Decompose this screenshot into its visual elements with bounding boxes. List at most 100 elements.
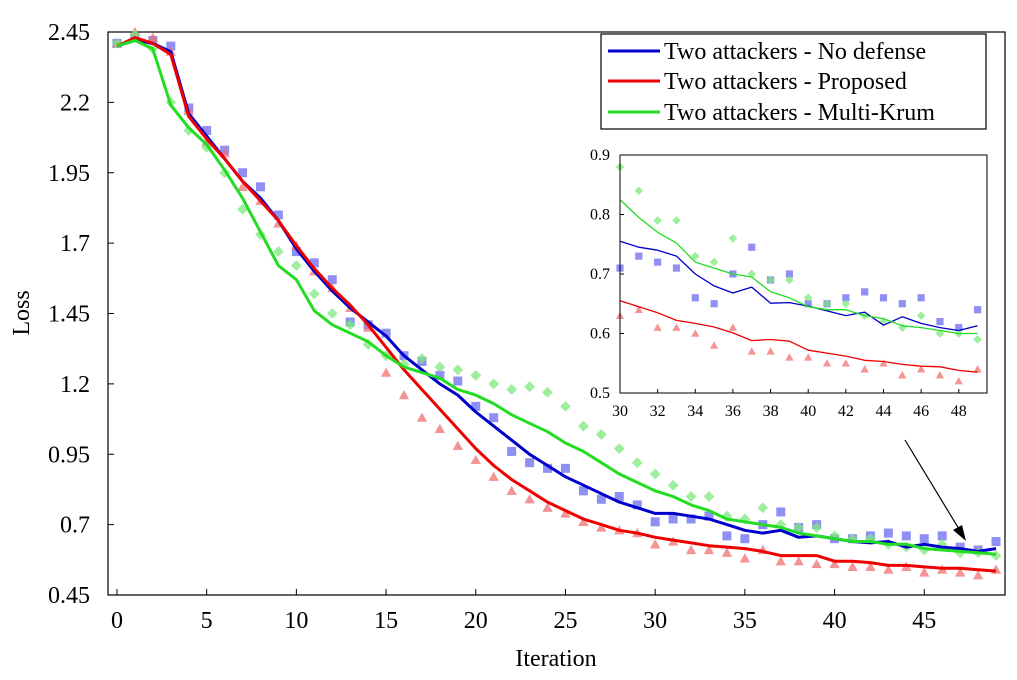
inset-scatter-point-two-attackers-proposed [935,371,945,379]
scatter-point-two-attackers-multi-krum [793,522,805,533]
scatter-point-two-attackers-no-defense [596,494,606,504]
scatter-point-two-attackers-no-defense [489,413,499,423]
inset-scatter-point-two-attackers-proposed [728,323,738,331]
inset-scatter-point-two-attackers-proposed [898,371,907,379]
inset-scatter-point-two-attackers-no-defense [785,270,793,278]
scatter-point-two-attackers-proposed [793,556,804,566]
x-tick-label: 35 [733,608,757,634]
scatter-point-two-attackers-multi-krum [667,479,679,491]
zoom-arrow-line [904,439,963,535]
y-tick-label: 1.45 [48,302,90,328]
inset-axis-ticks: 30 32 34 36 38 40 42 44 46 48 0.5 0.6 0.7 0.8 0.9 [590,147,967,420]
inset-scatter-point-two-attackers-no-defense [635,252,643,260]
scatter-point-two-attackers-multi-krum [434,361,446,373]
scatter-point-two-attackers-proposed [739,553,751,563]
scatter-point-two-attackers-proposed [524,494,535,504]
scatter-point-two-attackers-proposed [147,32,159,42]
scatter-point-two-attackers-proposed [416,412,428,422]
scatter-point-two-attackers-no-defense [202,126,212,136]
scatter-point-two-attackers-no-defense [471,401,481,411]
scatter-point-two-attackers-multi-krum [237,203,248,215]
inset-scatter-point-two-attackers-proposed [747,347,756,355]
inset-scatter-point-two-attackers-no-defense [917,294,925,302]
x-tick-label: 25 [553,608,577,634]
inset-x-tick-label: 40 [800,403,816,420]
scatter-point-two-attackers-no-defense [937,531,947,541]
y-axis-label: Loss [9,290,35,335]
inset-x-tick-label: 46 [913,403,929,420]
inset-scatter-point-two-attackers-no-defense [879,294,888,302]
scatter-point-two-attackers-no-defense [560,463,570,473]
scatter-point-two-attackers-proposed [865,561,876,571]
scatter-point-two-attackers-no-defense [381,328,391,338]
inset-scatter-point-two-attackers-no-defense [691,294,699,302]
inset-scatter-point-two-attackers-proposed [653,323,662,331]
inset-scatter-point-two-attackers-multi-krum [653,216,662,225]
inset-scatter-point-two-attackers-multi-krum [766,275,775,285]
inset-plot-marks [615,162,982,385]
scatter-point-two-attackers-proposed [237,181,248,191]
inset-scatter-point-two-attackers-proposed [841,359,850,367]
inset-scatter-point-two-attackers-no-defense [898,300,906,308]
inset-scatter-point-two-attackers-proposed [804,353,813,361]
scatter-point-two-attackers-no-defense [991,537,1001,547]
scatter-point-two-attackers-proposed [703,544,715,555]
inset-scatter-point-two-attackers-multi-krum [841,299,851,309]
inset-x-tick-label: 34 [687,403,703,420]
series-line-two-attackers-proposed [116,36,997,573]
inset-series-line-two-attackers-no-defense [619,240,978,332]
scatter-point-two-attackers-multi-krum [183,125,195,136]
inset-scatter-point-two-attackers-no-defense [936,318,944,326]
inset-y-tick-label: 0.8 [590,207,610,224]
scatter-point-two-attackers-multi-krum [506,384,518,395]
inset-x-tick-label: 42 [838,403,854,420]
scatter-point-two-attackers-multi-krum [470,370,482,381]
scatter-point-two-attackers-multi-krum [578,420,589,432]
scatter-point-two-attackers-multi-krum [273,246,284,257]
inset-y-tick-label: 0.7 [590,266,610,283]
scatter-point-two-attackers-proposed [649,539,661,549]
inset-y-tick-label: 0.6 [590,326,610,343]
x-tick-label: 30 [643,608,667,634]
x-tick-label: 45 [912,608,936,634]
inset-scatter-point-two-attackers-no-defense [842,294,850,302]
scatter-point-two-attackers-no-defense [614,491,624,501]
inset-scatter-point-two-attackers-proposed [634,305,643,314]
scatter-point-two-attackers-no-defense [543,463,553,473]
inset-scatter-point-two-attackers-no-defense [804,300,812,308]
scatter-point-two-attackers-multi-krum [649,468,661,480]
scatter-point-two-attackers-proposed [434,423,446,434]
scatter-point-two-attackers-proposed [560,508,571,518]
scatter-point-two-attackers-multi-krum [990,550,1002,561]
scatter-point-two-attackers-multi-krum [811,522,823,533]
scatter-point-two-attackers-no-defense [650,517,660,527]
scatter-point-two-attackers-proposed [470,454,481,465]
inset-x-tick-label: 38 [763,403,779,420]
scatter-point-two-attackers-multi-krum [595,429,607,440]
inset-x-tick-label: 30 [612,403,628,420]
scatter-point-two-attackers-multi-krum [524,381,535,393]
x-tick-label: 15 [374,608,398,634]
scatter-point-two-attackers-no-defense [238,168,248,178]
scatter-point-two-attackers-multi-krum [685,491,697,502]
scatter-point-two-attackers-no-defense [327,275,337,285]
inset-scatter-point-two-attackers-proposed [672,323,681,331]
scatter-point-two-attackers-no-defense [686,514,696,524]
x-tick-label: 0 [111,608,123,634]
scatter-point-two-attackers-no-defense [668,514,678,524]
inset-scatter-point-two-attackers-proposed [973,365,982,373]
scatter-point-two-attackers-proposed [829,558,840,569]
scatter-point-two-attackers-multi-krum [757,502,769,514]
y-tick-label: 1.7 [60,231,90,257]
inset-x-tick-label: 48 [951,403,967,420]
scatter-point-two-attackers-proposed [990,564,1002,574]
scatter-point-two-attackers-proposed [578,516,589,526]
inset-scatter-point-two-attackers-multi-krum [634,186,644,196]
scatter-point-two-attackers-proposed [488,471,499,481]
y-tick-label: 1.95 [48,161,90,187]
zoom-arrow-head [953,525,966,541]
scatter-point-two-attackers-proposed [847,561,858,571]
y-tick-label: 0.95 [48,442,90,468]
legend-label-no-defense: Two attackers - No defense [664,39,926,65]
scatter-point-two-attackers-multi-krum [542,386,553,398]
